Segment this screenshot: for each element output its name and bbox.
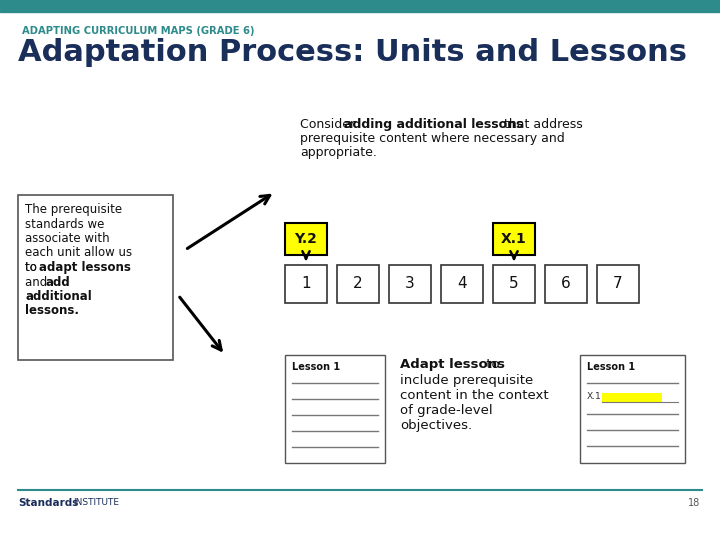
Text: Adapt lessons: Adapt lessons: [400, 358, 505, 371]
Text: objectives.: objectives.: [400, 419, 472, 432]
Text: 1: 1: [301, 276, 311, 292]
Text: each unit allow us: each unit allow us: [25, 246, 132, 260]
Text: ADAPTING CURRICULUM MAPS (GRADE 6): ADAPTING CURRICULUM MAPS (GRADE 6): [22, 26, 254, 36]
Text: and: and: [25, 275, 51, 288]
Bar: [545, 265, 587, 303]
Text: Standards: Standards: [18, 498, 78, 508]
Bar: [285, 223, 327, 255]
Text: to: to: [25, 261, 40, 274]
Bar: [18, 195, 173, 360]
Text: standards we: standards we: [25, 218, 104, 231]
Text: of grade-level: of grade-level: [400, 404, 492, 417]
Text: lessons.: lessons.: [25, 305, 79, 318]
Text: 5: 5: [509, 276, 519, 292]
Bar: [285, 265, 327, 303]
Bar: [493, 265, 535, 303]
Text: 2: 2: [354, 276, 363, 292]
Text: 6: 6: [561, 276, 571, 292]
Text: Lesson 1: Lesson 1: [292, 362, 340, 372]
Text: adding additional lessons: adding additional lessons: [344, 118, 523, 131]
Text: adapt lessons: adapt lessons: [39, 261, 131, 274]
Bar: [441, 265, 483, 303]
Text: additional: additional: [25, 290, 91, 303]
Text: Lesson 1: Lesson 1: [587, 362, 635, 372]
Text: 4: 4: [457, 276, 467, 292]
Text: The prerequisite: The prerequisite: [25, 203, 122, 216]
Text: X.1: X.1: [587, 392, 602, 401]
Text: Consider: Consider: [300, 118, 359, 131]
Text: content in the context: content in the context: [400, 389, 549, 402]
Bar: [337, 265, 379, 303]
Bar: [597, 265, 639, 303]
Text: 7: 7: [613, 276, 623, 292]
Bar: [389, 265, 431, 303]
Text: 3: 3: [405, 276, 415, 292]
Text: Y.2: Y.2: [294, 232, 318, 246]
Text: to: to: [482, 358, 500, 371]
Text: Adaptation Process: Units and Lessons: Adaptation Process: Units and Lessons: [18, 38, 687, 67]
Text: 18: 18: [688, 498, 700, 508]
Text: INSTITUTE: INSTITUTE: [73, 498, 119, 507]
Bar: [580, 355, 685, 463]
Text: appropriate.: appropriate.: [300, 146, 377, 159]
Text: add: add: [46, 275, 71, 288]
Text: include prerequisite: include prerequisite: [400, 374, 534, 387]
Bar: [0, 0, 720, 12]
Text: X.1: X.1: [501, 232, 527, 246]
Text: that address: that address: [500, 118, 582, 131]
Bar: [285, 355, 385, 463]
Bar: [493, 223, 535, 255]
Text: to: to: [25, 261, 40, 274]
Bar: [602, 393, 662, 402]
Text: prerequisite content where necessary and: prerequisite content where necessary and: [300, 132, 564, 145]
Text: associate with: associate with: [25, 232, 109, 245]
